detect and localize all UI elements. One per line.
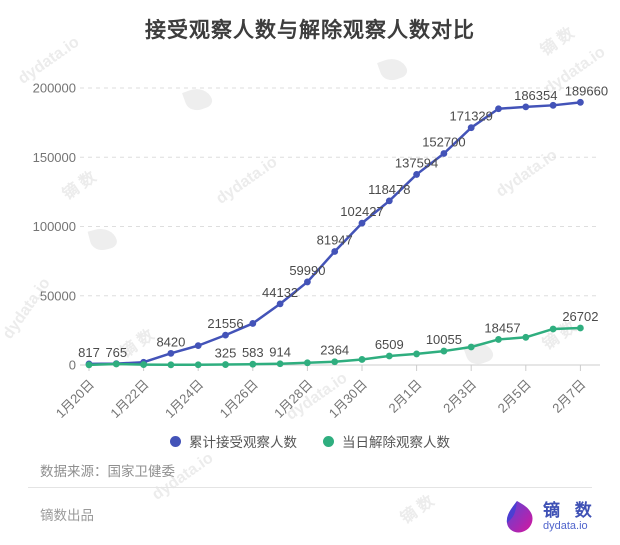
data-point (385, 197, 393, 205)
y-axis-tick-label: 0 (69, 358, 76, 373)
data-point (112, 360, 120, 368)
x-axis-tick-label: 2月1日 (385, 377, 424, 416)
credit-label: 镝数出品 (40, 508, 94, 523)
data-point-label: 914 (269, 345, 291, 360)
data-point (331, 248, 339, 255)
data-point (358, 219, 366, 227)
data-point-label: 817 (78, 345, 100, 360)
legend-item-label: 累计接受观察人数 (189, 435, 297, 450)
data-point-label: 6509 (375, 337, 404, 352)
data-point-label: 8420 (156, 334, 185, 349)
chart-legend: 累计接受观察人数 当日解除观察人数 (0, 430, 620, 452)
dydata-bird-icon (506, 501, 533, 533)
data-point (222, 361, 229, 368)
x-axis-tick-label: 1月22日 (107, 377, 151, 421)
data-point (385, 352, 393, 360)
data-point-label: 102427 (340, 204, 383, 219)
data-point-label: 26702 (562, 309, 598, 324)
x-axis-tick-label: 2月3日 (440, 377, 479, 416)
data-point (249, 360, 257, 368)
data-point-label: 118478 (368, 182, 410, 197)
data-point-label: 2364 (320, 343, 349, 358)
data-point (249, 320, 257, 327)
data-point-label: 81947 (317, 233, 353, 248)
y-axis-tick-label: 50000 (40, 288, 76, 303)
x-axis-tick-label: 2月5日 (495, 377, 534, 416)
chart-title: 接受观察人数与解除观察人数对比 (145, 19, 475, 42)
data-point (413, 350, 420, 358)
data-point (276, 360, 284, 368)
logo-name: 镝 数 (543, 500, 597, 520)
data-point (194, 361, 202, 369)
data-point-label: 325 (215, 346, 237, 361)
data-point-label: 765 (105, 345, 127, 360)
data-point (522, 103, 530, 111)
dydata-logo: 镝 数 dydata.io (503, 499, 597, 535)
data-point (304, 359, 311, 367)
data-point (549, 325, 557, 333)
data-point-label: 44132 (262, 285, 298, 300)
legend-dot-icon (170, 435, 181, 447)
footer-divider (28, 487, 592, 488)
data-point (140, 361, 148, 368)
data-point-label: 18457 (484, 320, 520, 335)
x-axis-tick-label: 1月20日 (53, 377, 97, 421)
data-point-label: 186354 (514, 88, 557, 103)
y-axis-tick-label: 200000 (33, 81, 76, 96)
data-point-label: 21556 (207, 316, 243, 331)
legend-item-0[interactable]: 累计接受观察人数 (170, 431, 297, 451)
data-source-label: 数据来源：国家卫健委 (40, 464, 175, 479)
x-axis-tick-label: 1月28日 (271, 377, 315, 421)
legend-dot-icon (323, 435, 334, 447)
data-point (577, 324, 584, 332)
data-point (194, 342, 202, 350)
data-point (577, 98, 584, 106)
x-axis-tick-label: 2月7日 (549, 377, 588, 416)
data-point-label: 152700 (422, 135, 465, 150)
x-axis-tick-label: 1月30日 (326, 377, 370, 421)
legend-item-label: 当日解除观察人数 (342, 435, 450, 450)
x-axis-tick-label: 1月24日 (162, 377, 206, 421)
legend-item-1[interactable]: 当日解除观察人数 (323, 431, 450, 451)
x-axis-tick-label: 1月26日 (217, 377, 261, 421)
data-point (331, 358, 339, 366)
data-point-label: 137594 (395, 155, 438, 170)
data-point (495, 336, 502, 343)
data-point (276, 300, 284, 308)
watermark-text: 镝 数 (397, 492, 438, 528)
data-point (167, 361, 175, 369)
data-point-label: 59990 (289, 263, 325, 278)
y-axis-tick-label: 150000 (33, 150, 76, 165)
data-point (467, 124, 475, 132)
data-point (549, 101, 557, 109)
data-point (440, 347, 448, 355)
data-point (495, 105, 502, 113)
data-point-label: 189660 (565, 83, 608, 98)
data-point (440, 150, 448, 157)
data-point (222, 331, 229, 339)
data-point-label: 583 (242, 345, 264, 360)
data-point (358, 356, 366, 363)
data-point-label: 171329 (450, 109, 493, 124)
data-point (413, 171, 420, 178)
data-point (85, 361, 93, 369)
data-point-label: 10055 (426, 332, 462, 347)
logo-url: dydata.io (543, 520, 588, 533)
data-point (522, 333, 530, 341)
data-point (304, 278, 311, 286)
data-point (467, 343, 475, 351)
y-axis-tick-label: 100000 (33, 219, 76, 234)
data-point (167, 349, 175, 357)
